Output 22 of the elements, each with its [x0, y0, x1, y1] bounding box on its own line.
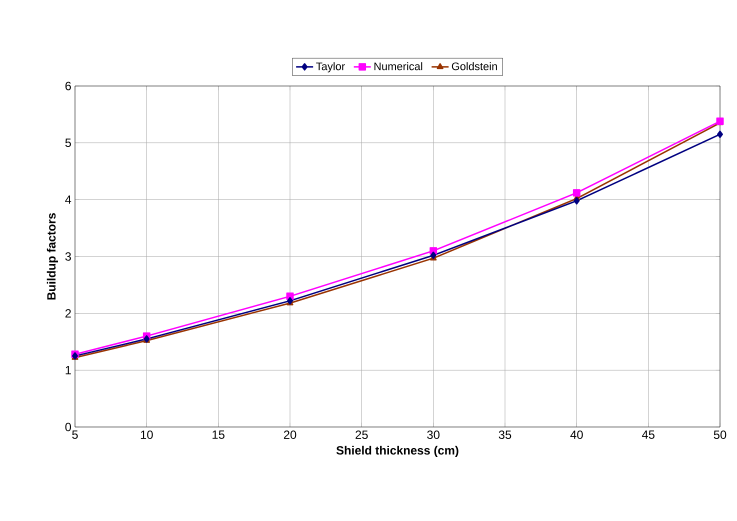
x-tick-label: 35: [498, 430, 512, 439]
y-tick-label: 0: [65, 422, 72, 432]
x-tick-label: 15: [212, 430, 224, 439]
x-axis-title: Shield thickness (cm): [336, 446, 458, 457]
x-tick-label: 5: [72, 430, 78, 439]
x-tick-label: 50: [714, 430, 726, 439]
x-tick-label: 40: [570, 430, 583, 439]
x-tick-label: 10: [140, 430, 153, 439]
legend-label: Numerical: [374, 62, 422, 70]
y-tick-label: 5: [65, 138, 71, 147]
x-tick-label: 30: [427, 430, 440, 439]
y-tick-label: 6: [65, 82, 71, 90]
x-tick-label: 45: [642, 430, 654, 439]
y-tick-label: 4: [65, 196, 72, 204]
legend-label: Taylor: [316, 62, 345, 72]
y-tick-label: 1: [66, 366, 71, 374]
x-tick-label: 25: [356, 430, 368, 439]
y-axis-title: Buildup factors: [46, 213, 58, 300]
x-tick-label: 20: [284, 430, 296, 439]
y-tick-label: 3: [65, 252, 71, 261]
y-tick-label: 2: [65, 309, 71, 318]
legend-label: Goldstein: [452, 62, 497, 70]
